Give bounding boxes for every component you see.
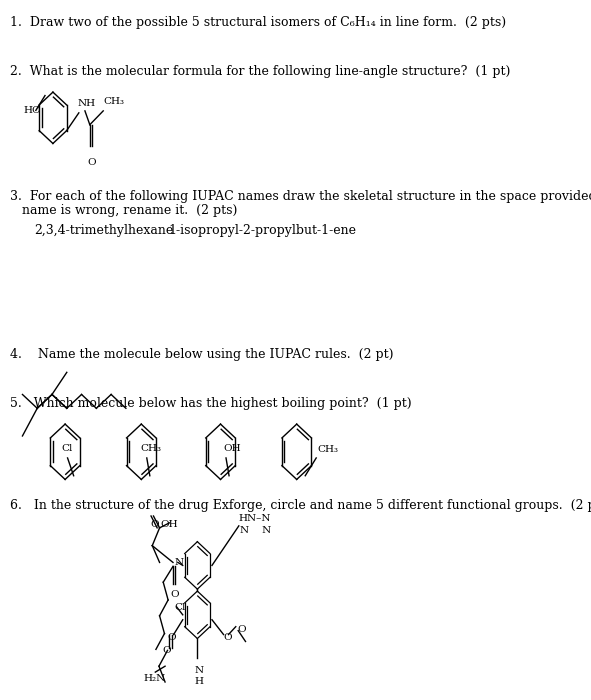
Text: N    N: N N: [240, 526, 271, 535]
Text: 2.  What is the molecular formula for the following line-angle structure?  (1 pt: 2. What is the molecular formula for the…: [10, 65, 511, 78]
Text: 6.   In the structure of the drug Exforge, circle and name 5 different functiona: 6. In the structure of the drug Exforge,…: [10, 499, 591, 512]
Text: HN–N: HN–N: [239, 514, 271, 523]
Text: HO: HO: [24, 106, 41, 116]
Text: NH: NH: [77, 99, 96, 108]
Text: O: O: [237, 624, 246, 634]
Text: 1.  Draw two of the possible 5 structural isomers of C₆H₁₄ in line form.  (2 pts: 1. Draw two of the possible 5 structural…: [10, 16, 506, 29]
Text: O: O: [167, 633, 176, 642]
Text: OH: OH: [223, 444, 241, 453]
Text: O: O: [87, 158, 96, 167]
Text: CH₃: CH₃: [317, 445, 339, 454]
Text: OH: OH: [161, 520, 178, 529]
Text: O: O: [223, 633, 232, 642]
Text: 1-isopropyl-2-propylbut-1-ene: 1-isopropyl-2-propylbut-1-ene: [168, 223, 357, 237]
Text: 2,3,4-trimethylhexane: 2,3,4-trimethylhexane: [35, 223, 174, 237]
Text: 5.   Which molecule below has the highest boiling point?  (1 pt): 5. Which molecule below has the highest …: [10, 398, 412, 410]
Text: CH₃: CH₃: [141, 444, 162, 453]
Text: 3.  For each of the following IUPAC names draw the skeletal structure in the spa: 3. For each of the following IUPAC names…: [10, 190, 591, 203]
Text: H₂N: H₂N: [143, 674, 165, 683]
Text: O: O: [163, 646, 171, 655]
Text: Cl: Cl: [61, 444, 73, 453]
Text: N: N: [174, 559, 183, 568]
Text: O: O: [171, 590, 179, 599]
Text: 4.    Name the molecule below using the IUPAC rules.  (2 pt): 4. Name the molecule below using the IUP…: [10, 348, 394, 361]
Text: O: O: [151, 520, 159, 529]
Text: N: N: [195, 666, 204, 676]
Text: Cl: Cl: [174, 603, 186, 612]
Text: H: H: [195, 677, 204, 686]
Text: CH₃: CH₃: [103, 97, 124, 106]
Text: name is wrong, rename it.  (2 pts): name is wrong, rename it. (2 pts): [22, 204, 238, 217]
